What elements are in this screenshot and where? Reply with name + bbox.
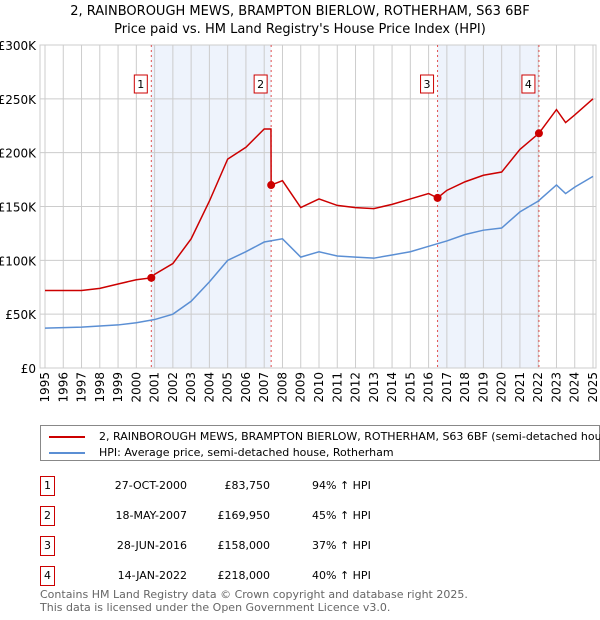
sale-date: 27-OCT-2000 xyxy=(114,479,187,492)
chart-title: 2, RAINBOROUGH MEWS, BRAMPTON BIERLOW, R… xyxy=(70,4,530,19)
x-tick-label: 2017 xyxy=(440,372,454,403)
legend-red-line xyxy=(49,435,85,438)
sale-row: 4 14-JAN-2022 £218,000 40% ↑ HPI xyxy=(40,566,600,586)
x-tick-label: 2025 xyxy=(586,372,600,403)
sale-label: 4 xyxy=(525,78,532,91)
sale-price: £169,950 xyxy=(217,509,271,522)
legend-blue-line xyxy=(49,451,85,454)
y-tick-label: £200K xyxy=(0,147,37,161)
x-tick-label: 2022 xyxy=(531,372,545,403)
sale-point xyxy=(534,129,543,138)
y-tick-label: £100K xyxy=(0,254,37,268)
x-tick-label: 2001 xyxy=(148,372,162,403)
x-tick-label: 2000 xyxy=(129,372,143,403)
x-tick-label: 2023 xyxy=(549,372,563,403)
y-tick-label: £300K xyxy=(0,39,37,53)
y-tick-label: £50K xyxy=(5,308,37,322)
x-tick-label: 1999 xyxy=(111,372,125,403)
sale-price: £158,000 xyxy=(217,539,271,552)
sale-point xyxy=(147,273,156,282)
sale-hpi: 37% ↑ HPI xyxy=(312,539,371,552)
x-tick-label: 2002 xyxy=(166,372,180,403)
sale-label-box xyxy=(133,74,148,94)
sale-date: 28-JUN-2016 xyxy=(116,539,187,552)
sale-hpi: 94% ↑ HPI xyxy=(312,479,371,492)
x-tick-label: 2013 xyxy=(367,372,381,403)
sale-number: 2 xyxy=(40,506,55,526)
x-tick-label: 2014 xyxy=(385,372,399,403)
y-tick-label: £150K xyxy=(0,201,37,215)
x-tick-label: 2021 xyxy=(513,372,527,403)
legend-hpi: HPI: Average price, semi-detached house,… xyxy=(99,446,394,459)
y-tick-label: £0 xyxy=(21,362,36,376)
legend: 2, RAINBOROUGH MEWS, BRAMPTON BIERLOW, R… xyxy=(40,425,600,461)
sale-point xyxy=(267,181,276,190)
x-tick-label: 2024 xyxy=(568,372,582,403)
sale-label: 3 xyxy=(424,78,431,91)
chart-subtitle: Price paid vs. HM Land Registry's House … xyxy=(114,22,486,37)
footer-copyright: Contains HM Land Registry data © Crown c… xyxy=(40,588,468,601)
sale-date: 18-MAY-2007 xyxy=(115,509,187,522)
x-tick-label: 2011 xyxy=(330,372,344,403)
x-tick-label: 2009 xyxy=(294,372,308,403)
sale-price: £83,750 xyxy=(224,479,271,492)
plot-border xyxy=(39,44,597,369)
x-tick-label: 2007 xyxy=(257,372,271,403)
x-tick-label: 2012 xyxy=(349,372,363,403)
sale-label-box xyxy=(253,74,268,94)
sale-number: 3 xyxy=(40,536,55,556)
sale-price: £218,000 xyxy=(217,569,271,582)
x-tick-label: 2015 xyxy=(403,372,417,403)
footer-licence: This data is licensed under the Open Gov… xyxy=(40,601,391,614)
sale-label-box xyxy=(521,74,536,94)
sale-label: 2 xyxy=(257,78,264,91)
sale-number: 1 xyxy=(40,476,55,496)
x-tick-label: 2019 xyxy=(476,372,490,403)
x-tick-label: 2020 xyxy=(495,372,509,403)
sale-label-box xyxy=(420,74,435,94)
x-tick-label: 2010 xyxy=(312,372,326,403)
sale-point xyxy=(433,193,442,202)
sale-hpi: 40% ↑ HPI xyxy=(312,569,371,582)
hpi-line xyxy=(44,175,594,329)
x-tick-label: 2018 xyxy=(458,372,472,403)
sale-row: 2 18-MAY-2007 £169,950 45% ↑ HPI xyxy=(40,506,600,526)
sale-row: 1 27-OCT-2000 £83,750 94% ↑ HPI xyxy=(40,476,600,496)
sale-hpi: 45% ↑ HPI xyxy=(312,509,371,522)
sale-label: 1 xyxy=(137,78,144,91)
sale-row: 3 28-JUN-2016 £158,000 37% ↑ HPI xyxy=(40,536,600,556)
price-chart: 1995 1996 1997 1998 1999 2000 2001 2002 2003 2004… xyxy=(0,39,600,403)
x-tick-label: 2008 xyxy=(275,372,289,403)
legend-property: 2, RAINBOROUGH MEWS, BRAMPTON BIERLOW, R… xyxy=(99,430,600,443)
sale-date: 14-JAN-2022 xyxy=(117,569,187,582)
x-tick-label: 1998 xyxy=(93,372,107,403)
footer: Contains HM Land Registry data © Crown c… xyxy=(40,588,468,614)
x-tick-label: 2004 xyxy=(202,372,216,403)
x-tick-label: 2003 xyxy=(184,372,198,403)
x-tick-label: 1996 xyxy=(56,372,70,403)
x-tick-label: 1995 xyxy=(38,372,52,403)
x-tick-label: 2005 xyxy=(221,372,235,403)
sale-number: 4 xyxy=(40,566,55,586)
x-tick-label: 2016 xyxy=(422,372,436,403)
y-tick-label: £250K xyxy=(0,93,37,107)
x-tick-label: 2006 xyxy=(239,372,253,403)
x-tick-label: 1997 xyxy=(75,372,89,403)
